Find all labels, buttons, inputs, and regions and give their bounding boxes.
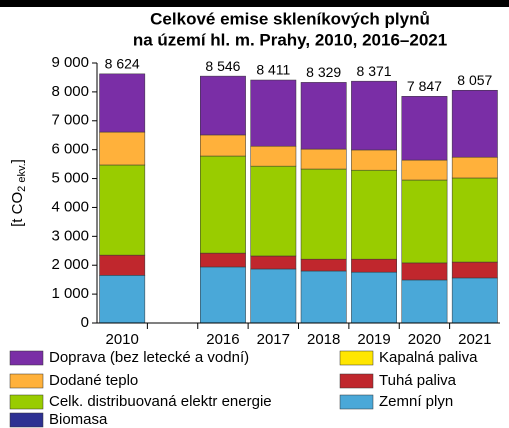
total-label: 7 847 [407,78,442,94]
y-tick-label: 2 000 [51,256,89,273]
bar-segment [99,73,146,133]
bar-segment [401,279,448,324]
bar-segment [250,79,297,147]
legend-label: Zemní plyn [379,393,453,410]
x-tick-label: 2016 [206,331,239,348]
bar-segment [451,89,498,158]
total-label: 8 624 [105,56,140,72]
x-tick-label: 2010 [106,331,139,348]
y-tick-label: 3 000 [51,227,89,244]
legend-swatch [9,412,44,428]
bar-segment [200,75,246,136]
bar-segment [451,277,498,324]
total-label: 8 371 [357,63,392,79]
bar-segment [300,270,347,324]
bar-segment [300,258,347,272]
legend-swatch [339,394,374,410]
bar-segment [99,275,146,324]
bar-segment [200,134,246,157]
x-tick-label: 2019 [357,331,390,348]
bar-segment [99,131,146,166]
legend-swatch [339,373,374,389]
bar-segment [200,155,246,254]
bar-segment [300,148,347,170]
bar-segment [401,262,448,281]
bar-segment [99,164,146,256]
y-tick-label: 7 000 [51,112,89,129]
y-tick-label: 5 000 [51,170,89,187]
bar-segment [250,255,297,270]
bar-segment [300,82,347,150]
y-label-sub: 2 ekv. [16,163,28,192]
y-label-main: [t CO [9,192,26,227]
legend-swatch [9,350,44,366]
legend-swatch [9,373,44,389]
bar-segment [250,165,297,257]
bar-segment [401,96,448,161]
bar-segment [351,80,397,151]
y-tick-label: 4 000 [51,198,89,215]
y-label-end: ] [9,159,26,163]
y-tick-label: 6 000 [51,141,89,158]
total-label: 8 546 [205,58,240,74]
bar-segment [250,268,297,324]
bar-segment [451,261,498,279]
bar-segment [200,266,246,324]
total-label: 8 057 [457,72,492,88]
bar-segment [451,177,498,263]
y-tick-label: 0 [81,314,89,331]
legend-label: Celk. distribuovaná elektr energie [49,393,272,410]
bar-segment [99,254,146,276]
legend-label: Doprava (bez letecké a vodní) [49,349,249,366]
total-label: 8 329 [306,64,341,80]
x-tick-label: 2018 [307,331,340,348]
bar-segment [401,179,448,264]
legend-label: Kapalná paliva [379,349,478,366]
total-label: 8 411 [256,62,290,78]
bar-segment [351,258,397,273]
bar-segment [250,145,297,167]
top-bar [0,0,509,7]
legend-swatch [339,350,374,366]
bar-segment [401,159,448,181]
legend-swatch [9,394,44,410]
bar-segment [351,169,397,260]
chart-title: na území hl. m. Prahy, 2010, 2016–2021 [133,30,447,49]
bar-segment [351,271,397,324]
bar-segment [200,252,246,268]
bar-segment [300,168,347,260]
y-tick-label: 1 000 [51,285,89,302]
x-tick-label: 2021 [458,331,491,348]
chart-title: Celkové emise skleníkových plynů [150,9,430,28]
y-tick-label: 8 000 [51,83,89,100]
legend-label: Tuhá paliva [379,372,457,389]
y-axis-label: [t CO2 ekv.] [9,159,28,227]
bar-segment [351,149,397,171]
x-tick-label: 2017 [257,331,290,348]
y-tick-label: 9 000 [51,54,89,71]
legend-label: Dodané teplo [49,372,138,389]
x-tick-label: 2020 [408,331,441,348]
legend-label: Biomasa [49,411,108,428]
bar-segment [451,156,498,179]
